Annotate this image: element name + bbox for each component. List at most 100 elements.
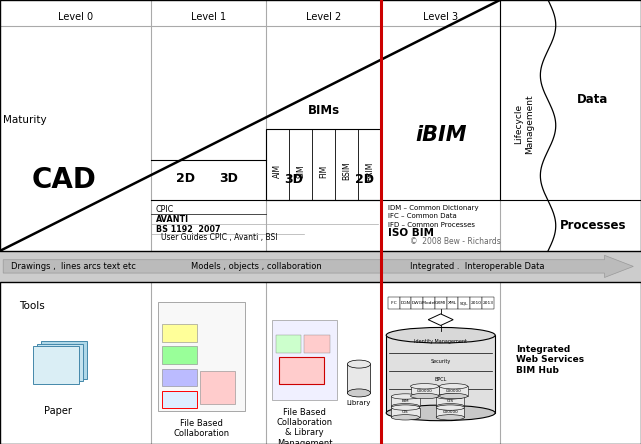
Ellipse shape [391, 404, 419, 409]
Bar [388, 297, 399, 309]
Text: AVANTI: AVANTI [156, 215, 189, 224]
Bar [436, 408, 464, 417]
Text: GIS: GIS [447, 399, 454, 404]
Bar [0, 0, 641, 251]
Bar [436, 396, 464, 406]
Text: 2D: 2D [355, 173, 374, 186]
Ellipse shape [437, 394, 464, 399]
Bar [347, 364, 370, 393]
Text: 3D: 3D [284, 173, 303, 186]
Ellipse shape [386, 405, 495, 421]
Text: 2013: 2013 [482, 301, 493, 305]
Text: Tools: Tools [19, 301, 45, 311]
Text: File Based
Collaboration
& Library
Management: File Based Collaboration & Library Manag… [276, 408, 333, 444]
Polygon shape [428, 314, 453, 325]
Bar [276, 335, 301, 353]
Text: Level 2: Level 2 [306, 12, 341, 23]
Ellipse shape [391, 394, 419, 399]
Text: Library: Library [347, 400, 371, 406]
Text: IDM – Common Dictionary: IDM – Common Dictionary [388, 205, 478, 211]
Bar [158, 302, 245, 411]
Bar [0, 282, 641, 444]
Text: BPCL: BPCL [435, 377, 447, 382]
Text: FIM: FIM [319, 164, 328, 178]
Bar [0, 251, 641, 282]
Bar [447, 297, 458, 309]
Bar [162, 346, 197, 364]
Text: DGN: DGN [401, 301, 410, 305]
Ellipse shape [440, 384, 468, 389]
Text: CIS: CIS [402, 410, 409, 415]
Text: iBIM: iBIM [415, 125, 467, 146]
Text: CAD: CAD [31, 166, 97, 194]
Bar [162, 391, 197, 408]
Bar [435, 297, 447, 309]
Text: IFD – Common Processes: IFD – Common Processes [388, 222, 475, 228]
Text: ©  2008 Bew - Richards: © 2008 Bew - Richards [410, 237, 501, 246]
Bar [482, 297, 494, 309]
Bar [272, 320, 337, 400]
Text: Integrated
Web Services
BIM Hub: Integrated Web Services BIM Hub [516, 345, 584, 375]
Ellipse shape [410, 393, 438, 399]
Text: DWG: DWG [412, 301, 422, 305]
Ellipse shape [391, 405, 419, 410]
Bar [0, 0, 641, 251]
Text: AIM: AIM [273, 164, 282, 178]
Text: BIM: BIM [402, 399, 409, 404]
Bar [391, 396, 419, 406]
Text: BS 1192  2007: BS 1192 2007 [156, 225, 221, 234]
Text: Paper: Paper [44, 406, 72, 416]
Bar [440, 386, 468, 396]
Text: Maturity: Maturity [3, 115, 46, 125]
Text: SQL: SQL [460, 301, 469, 305]
Bar [37, 344, 83, 381]
Bar [410, 386, 438, 396]
Text: Level 3: Level 3 [423, 12, 458, 23]
Text: GXMl: GXMl [435, 301, 446, 305]
Text: Drawings ,  lines arcs text etc: Drawings , lines arcs text etc [12, 262, 136, 271]
Bar [399, 297, 412, 309]
Text: Security: Security [431, 359, 451, 365]
Bar [458, 297, 470, 309]
Bar [279, 357, 324, 384]
Bar [391, 408, 419, 417]
Text: 000000: 000000 [417, 389, 433, 393]
Text: BSIM: BSIM [342, 162, 351, 180]
Bar [386, 335, 495, 413]
Polygon shape [3, 255, 633, 278]
Text: Level 1: Level 1 [191, 12, 226, 23]
Text: File Based
Collaboration: File Based Collaboration [174, 419, 229, 438]
Ellipse shape [347, 360, 370, 368]
Text: SIM: SIM [296, 164, 305, 178]
Text: IFC – Common Data: IFC – Common Data [388, 213, 456, 219]
Text: Integrated .  Interoperable Data: Integrated . Interoperable Data [410, 262, 545, 271]
Bar [33, 346, 79, 384]
Bar [423, 297, 435, 309]
Text: 2D: 2D [176, 172, 195, 185]
Bar [162, 369, 197, 386]
Ellipse shape [386, 328, 495, 343]
Text: BIMs: BIMs [308, 104, 340, 118]
Ellipse shape [437, 404, 464, 409]
Text: 3D: 3D [219, 172, 238, 185]
Ellipse shape [440, 393, 468, 399]
Text: Processes: Processes [560, 219, 626, 232]
Bar [304, 335, 330, 353]
Bar [200, 371, 235, 404]
Text: Identity Management: Identity Management [414, 339, 467, 345]
Text: iModel: iModel [422, 301, 436, 305]
Bar [412, 297, 423, 309]
Text: BRIM: BRIM [365, 161, 374, 181]
Ellipse shape [437, 405, 464, 410]
Text: ISO BIM: ISO BIM [388, 228, 434, 238]
Bar [0, 282, 641, 444]
Text: CPIC: CPIC [156, 205, 174, 214]
Text: Models , objects , collaboration: Models , objects , collaboration [191, 262, 322, 271]
Text: 000000: 000000 [445, 389, 462, 393]
Ellipse shape [391, 415, 419, 420]
Text: IFC: IFC [390, 301, 397, 305]
Text: Lifecycle
Management: Lifecycle Management [514, 95, 534, 154]
Ellipse shape [437, 415, 464, 420]
Bar [266, 129, 381, 200]
Ellipse shape [410, 384, 438, 389]
